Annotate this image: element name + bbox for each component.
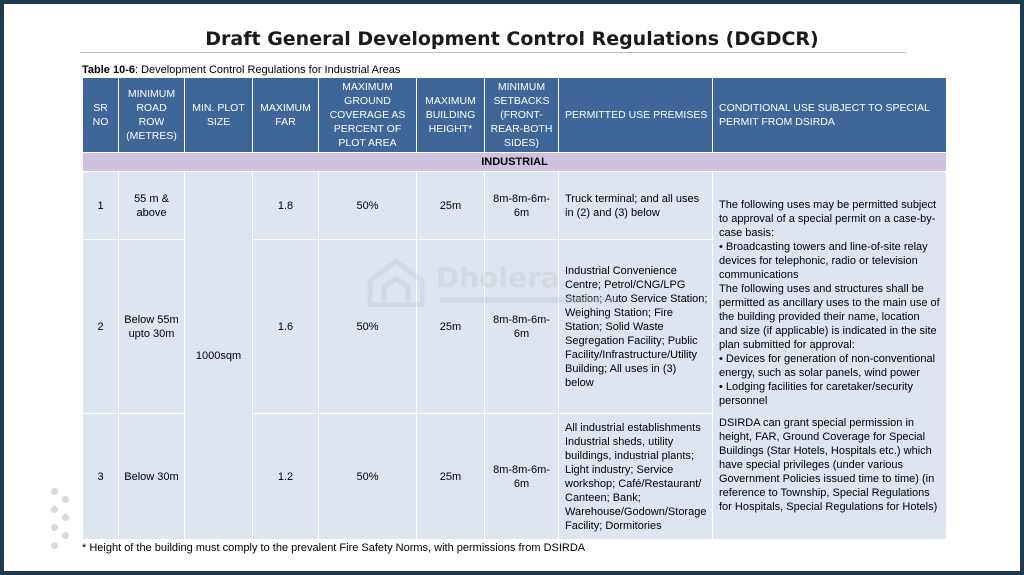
cell-permitted: Industrial Convenience Centre; Petrol/CN… xyxy=(558,239,713,414)
col-header-road: MINIMUM ROAD ROW (METRES) xyxy=(118,77,185,153)
col-header-plot: MIN. PLOT SIZE xyxy=(184,77,253,153)
cell-height: 25m xyxy=(416,171,485,240)
slide: Draft General Development Control Regula… xyxy=(4,4,1020,571)
col-header-conditional: CONDITIONAL USE SUBJECT TO SPECIAL PERMI… xyxy=(712,77,947,153)
cell-height: 25m xyxy=(416,413,485,540)
title-divider xyxy=(80,52,906,53)
conditional-bullet: • Broadcasting towers and line-of-site r… xyxy=(719,240,928,281)
cell-setbacks: 8m-8m-6m-6m xyxy=(484,239,559,414)
conditional-bullet: • Devices for generation of non-conventi… xyxy=(719,352,936,379)
col-header-setbacks: MINIMUM SETBACKS (FRONT-REAR-BOTH SIDES) xyxy=(484,77,559,153)
cell-permitted: Truck terminal; and all uses in (2) and … xyxy=(558,171,713,240)
col-header-permitted: PERMITTED USE PREMISES xyxy=(558,77,713,153)
cell-far: 1.8 xyxy=(252,171,319,240)
regulations-table: SR NO MINIMUM ROAD ROW (METRES) MIN. PLO… xyxy=(82,77,947,540)
cell-road: Below 55m upto 30m xyxy=(118,239,185,414)
cell-setbacks: 8m-8m-6m-6m xyxy=(484,171,559,240)
cell-road: 55 m & above xyxy=(118,171,185,240)
cell-setbacks: 8m-8m-6m-6m xyxy=(484,413,559,540)
conditional-dsirda: DSIRDA can grant special permission in h… xyxy=(719,416,938,513)
section-label: INDUSTRIAL xyxy=(82,152,947,172)
section-row: INDUSTRIAL xyxy=(82,152,947,172)
cell-sr: 2 xyxy=(82,239,119,414)
cell-coverage: 50% xyxy=(318,413,417,540)
cell-coverage: 50% xyxy=(318,239,417,414)
table-row: 2 Below 55m upto 30m 1.6 50% 25m 8m-8m-6… xyxy=(82,239,947,414)
table-caption: Table 10-6: Development Control Regulati… xyxy=(82,64,400,76)
table-row: 3 Below 30m 1.2 50% 25m 8m-8m-6m-6m All … xyxy=(82,413,947,540)
cell-conditional: The following uses may be permitted subj… xyxy=(712,171,947,540)
table-caption-text: : Development Control Regulations for In… xyxy=(135,64,401,76)
col-header-height: MAXIMUM BUILDING HEIGHT* xyxy=(416,77,485,153)
cell-height: 25m xyxy=(416,239,485,414)
cell-far: 1.2 xyxy=(252,413,319,540)
col-header-coverage: MAXIMUM GROUND COVERAGE AS PERCENT OF PL… xyxy=(318,77,417,153)
cell-coverage: 50% xyxy=(318,171,417,240)
col-header-sr: SR NO xyxy=(82,77,119,153)
decorative-dots xyxy=(51,488,73,549)
cell-sr: 3 xyxy=(82,413,119,540)
cell-far: 1.6 xyxy=(252,239,319,414)
footnote: * Height of the building must comply to … xyxy=(82,542,586,554)
cell-sr: 1 xyxy=(82,171,119,240)
page-title: Draft General Development Control Regula… xyxy=(205,28,819,50)
cell-road: Below 30m xyxy=(118,413,185,540)
table-ref: Table 10-6 xyxy=(82,64,135,76)
cell-plot-size: 1000sqm xyxy=(184,171,253,540)
conditional-bullet: • Lodging facilities for caretaker/secur… xyxy=(719,380,913,407)
conditional-ancillary: The following uses and structures shall … xyxy=(719,282,940,351)
col-header-far: MAXIMUM FAR xyxy=(252,77,319,153)
header-row: SR NO MINIMUM ROAD ROW (METRES) MIN. PLO… xyxy=(82,77,947,153)
conditional-intro: The following uses may be permitted subj… xyxy=(719,198,937,239)
table-row: 1 55 m & above 1000sqm 1.8 50% 25m 8m-8m… xyxy=(82,171,947,540)
cell-permitted: All industrial establishments Industrial… xyxy=(558,413,713,540)
